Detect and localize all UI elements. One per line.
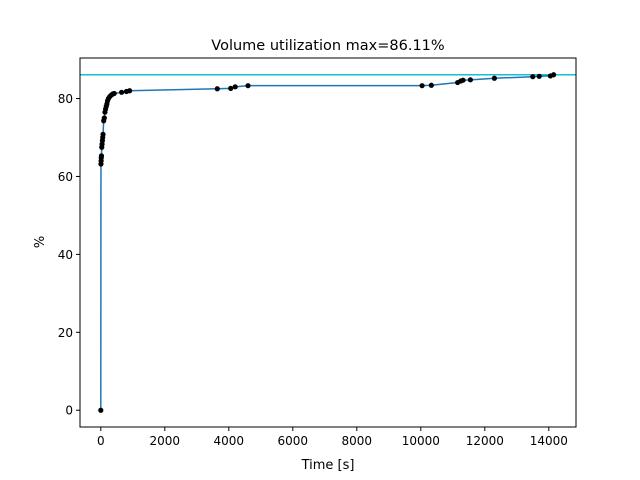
data-point-marker — [428, 82, 434, 88]
y-tick-label: 60 — [58, 170, 73, 184]
y-tick-label: 40 — [58, 248, 73, 262]
y-tick-label: 20 — [58, 326, 73, 340]
x-tick-label: 2000 — [150, 434, 181, 448]
x-tick-label: 14000 — [530, 434, 568, 448]
y-tick-label: 0 — [65, 404, 73, 418]
data-point-marker — [460, 77, 466, 83]
data-point-marker — [100, 131, 106, 137]
x-tick-label: 8000 — [342, 434, 373, 448]
data-point-marker — [467, 77, 473, 83]
data-point-marker — [551, 72, 557, 78]
data-point-marker — [214, 86, 220, 92]
data-point-marker — [419, 83, 425, 89]
y-tick-label: 80 — [58, 92, 73, 106]
marker-layer — [98, 72, 557, 413]
data-point-marker — [127, 88, 133, 94]
data-point-marker — [101, 115, 107, 121]
x-tick-label: 0 — [97, 434, 105, 448]
data-point-marker — [228, 85, 234, 91]
tick-layer: 0 2000 4000 6000 8000 10000 12000 14000 0 20 40 60 8… — [58, 92, 568, 448]
data-point-marker — [536, 73, 542, 79]
data-point-marker — [491, 75, 497, 81]
y-axis-label: % — [33, 236, 48, 248]
data-point-marker — [119, 89, 125, 95]
x-tick-label: 12000 — [466, 434, 504, 448]
data-point-marker — [98, 407, 104, 413]
x-tick-label: 6000 — [278, 434, 309, 448]
data-point-marker — [245, 83, 251, 89]
plot-area-frame — [79, 57, 577, 428]
data-point-marker — [98, 153, 105, 159]
x-axis-label: Time [s] — [301, 458, 355, 473]
data-point-marker — [111, 90, 117, 97]
x-tick-label: 4000 — [214, 434, 245, 448]
x-tick-label: 10000 — [402, 434, 440, 448]
chart-title: Volume utilization max=86.11% — [211, 38, 444, 54]
data-point-marker — [232, 84, 238, 90]
data-point-marker — [530, 74, 536, 80]
